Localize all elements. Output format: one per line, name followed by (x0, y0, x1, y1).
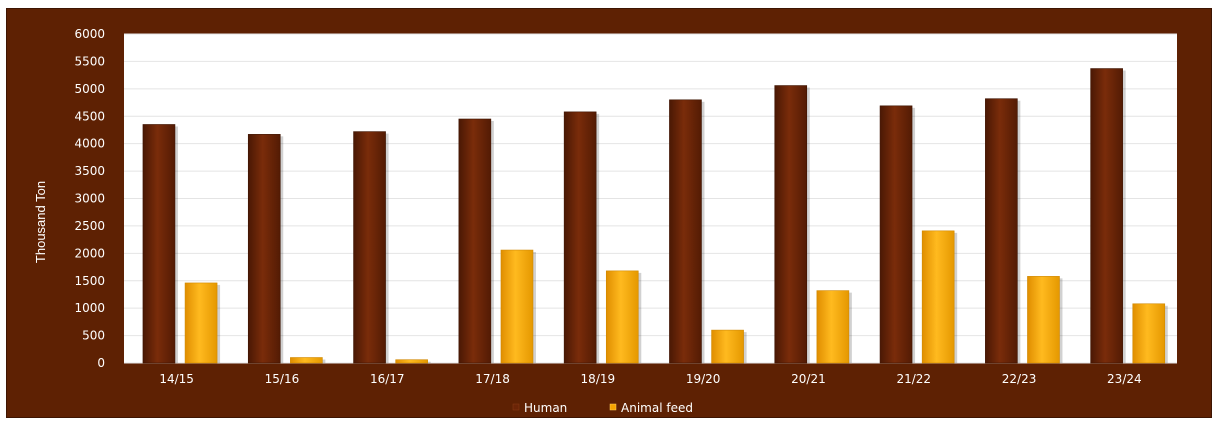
x-tick-label: 21/22 (896, 372, 931, 386)
y-tick-label: 3500 (74, 164, 105, 178)
y-tick-label: 500 (82, 329, 105, 343)
bars (142, 68, 1168, 364)
bar-human[interactable] (985, 98, 1018, 364)
y-tick-label: 4500 (74, 109, 105, 123)
x-tick-label: 22/23 (1002, 372, 1037, 386)
bar-human[interactable] (458, 118, 492, 364)
legend-swatch (512, 403, 520, 411)
y-tick-label: 5500 (74, 54, 105, 68)
x-tick-label: 16/17 (370, 372, 405, 386)
bar-human[interactable] (774, 85, 808, 364)
legend-swatch (609, 403, 617, 411)
x-tick-label: 17/18 (475, 372, 510, 386)
bar-human[interactable] (669, 99, 702, 364)
bar-animal-feed[interactable] (1027, 276, 1060, 364)
legend-label[interactable]: Human (524, 401, 567, 415)
y-axis-ticks: 0 500 1000 1500 2000 2500 3000 3500 4000 4500 5000… (74, 27, 105, 370)
x-tick-label: 14/15 (159, 372, 194, 386)
bar-human[interactable] (563, 111, 597, 364)
x-tick-label: 20/21 (791, 372, 826, 386)
y-tick-label: 1500 (74, 274, 105, 288)
y-tick-label: 1000 (74, 301, 105, 315)
x-tick-label: 15/16 (265, 372, 300, 386)
bar-animal-feed[interactable] (1132, 303, 1166, 364)
legend[interactable]: Human Animal feed (512, 401, 693, 415)
bar-animal-feed[interactable] (605, 270, 639, 364)
bar-animal-feed[interactable] (816, 290, 850, 364)
bar-human[interactable] (142, 124, 176, 364)
bar-animal-feed[interactable] (500, 249, 534, 364)
bar-human[interactable] (1090, 68, 1123, 364)
bar-animal-feed[interactable] (921, 230, 955, 364)
bar-animal-feed[interactable] (395, 359, 428, 364)
x-tick-label: 23/24 (1107, 372, 1142, 386)
x-axis-ticks: 14/15 15/16 16/17 17/18 18/19 19/20 20/21 21/22… (159, 372, 1141, 386)
bar-human[interactable] (247, 134, 281, 364)
y-tick-label: 3000 (74, 192, 105, 206)
legend-label[interactable]: Animal feed (621, 401, 693, 415)
y-tick-label: 0 (97, 356, 105, 370)
y-axis-label: Thousand Ton (33, 181, 48, 263)
x-tick-label: 19/20 (686, 372, 721, 386)
bar-animal-feed[interactable] (290, 357, 323, 364)
y-tick-label: 5000 (74, 82, 105, 96)
y-tick-label: 6000 (74, 27, 105, 41)
bar-animal-feed[interactable] (184, 282, 218, 364)
y-tick-label: 4000 (74, 137, 105, 151)
bar-human[interactable] (353, 131, 386, 364)
bar-human[interactable] (879, 105, 913, 364)
x-tick-label: 18/19 (581, 372, 616, 386)
y-tick-label: 2500 (74, 219, 105, 233)
y-tick-label: 2000 (74, 246, 105, 260)
bar-animal-feed[interactable] (711, 329, 744, 364)
